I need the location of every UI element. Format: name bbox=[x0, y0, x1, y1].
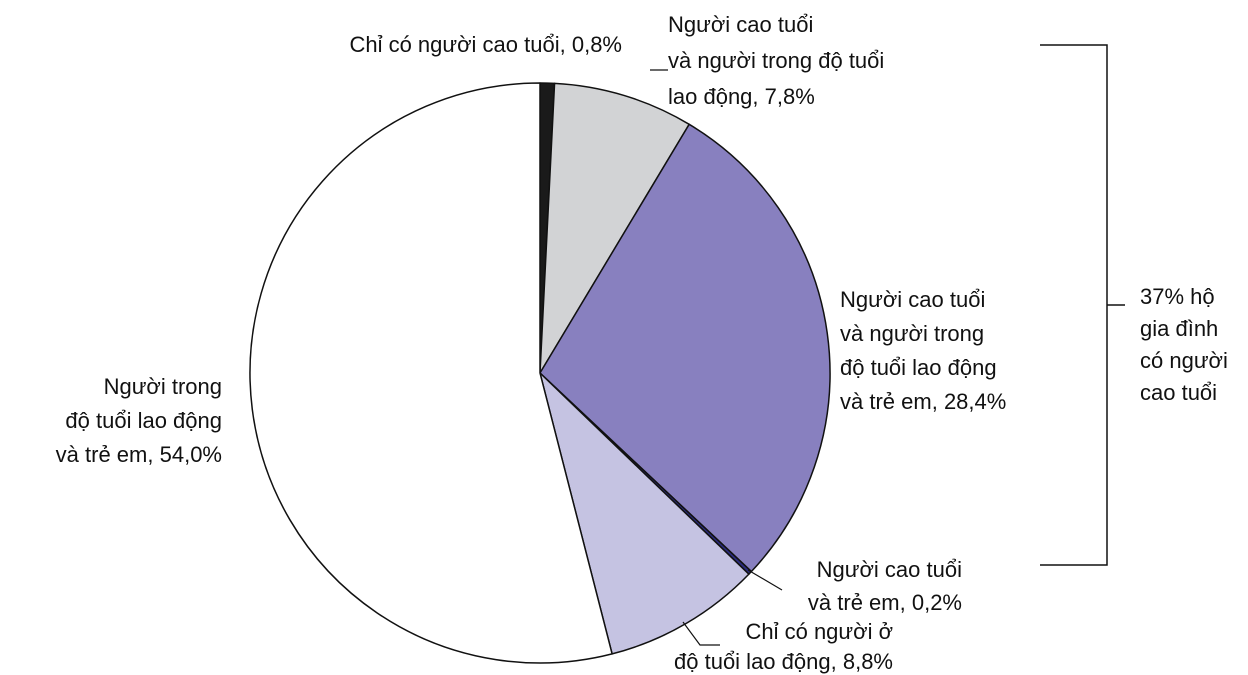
pie-slice bbox=[539, 372, 750, 655]
bracket bbox=[1040, 44, 1125, 566]
slice-name: Người trong độ tuổi lao động và trẻ em, bbox=[55, 374, 222, 467]
slices bbox=[249, 82, 831, 664]
slice-value: 54,0% bbox=[159, 442, 222, 467]
slice-label: Người cao tuổi và trẻ em, 0,2% bbox=[700, 553, 962, 619]
slice-label: Người trong độ tuổi lao động và trẻ em, … bbox=[0, 370, 222, 472]
slice-name: Người cao tuổi và trẻ em, bbox=[807, 557, 962, 615]
slice-label: Người cao tuổi và người trong độ tuổi la… bbox=[668, 7, 968, 115]
slice-value: 0,8% bbox=[571, 32, 622, 57]
slice-value: 28,4% bbox=[943, 389, 1007, 414]
slice-name: Người cao tuổi và người trong độ tuổi la… bbox=[668, 12, 885, 109]
slice-value: 8,8% bbox=[842, 649, 893, 674]
slice-name: Chỉ có người cao tuổi, bbox=[349, 32, 566, 57]
leader-lines bbox=[650, 69, 783, 646]
annotation: 37% hộ gia đình có người cao tuổi bbox=[1140, 284, 1228, 405]
pie-slice bbox=[539, 123, 831, 573]
slice-name: Người cao tuổi và người trong độ tuổi la… bbox=[840, 287, 997, 414]
pie-slice bbox=[249, 82, 613, 664]
slice-value: 7,8% bbox=[764, 84, 815, 109]
slice-value: 0,2% bbox=[911, 590, 962, 615]
slice-name: Chỉ có người ở độ tuổi lao động, bbox=[674, 619, 893, 674]
slice-label: Chỉ có người ở độ tuổi lao động, 8,8% bbox=[600, 617, 893, 675]
slice-label: Chỉ có người cao tuổi, 0,8% bbox=[250, 28, 622, 62]
slice-label: Người cao tuổi và người trong độ tuổi la… bbox=[840, 283, 1060, 419]
pie-slice bbox=[539, 82, 690, 374]
